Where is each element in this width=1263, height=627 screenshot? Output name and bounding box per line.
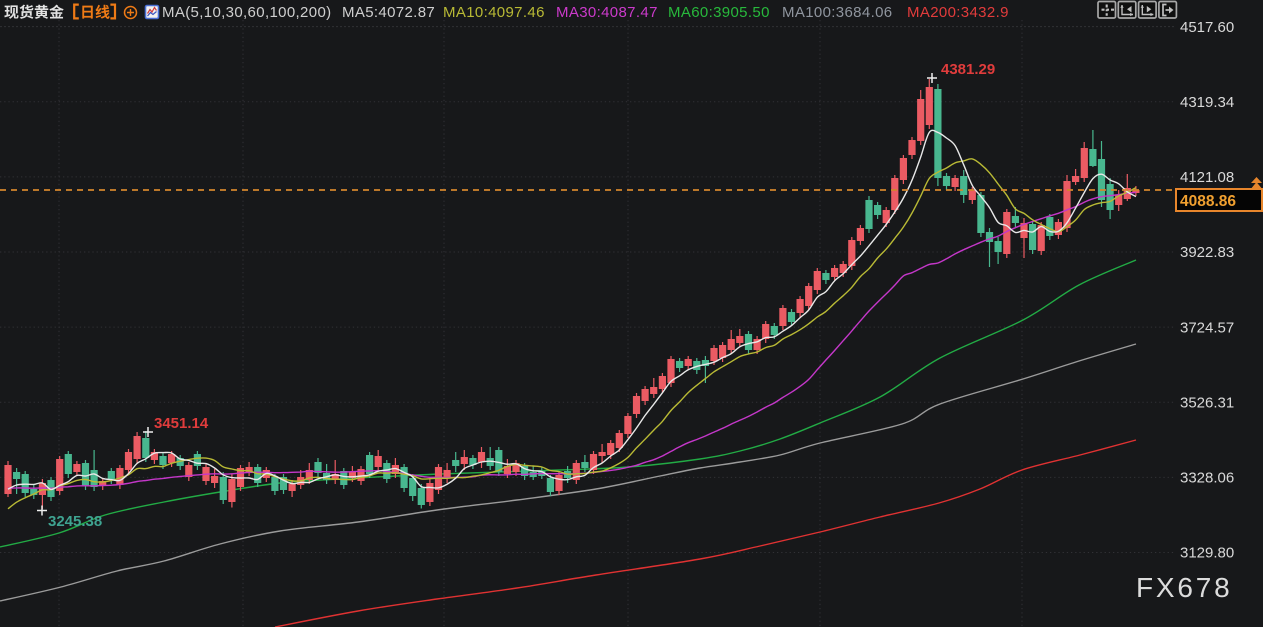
svg-text:MA60:3905.50: MA60:3905.50 xyxy=(668,4,770,21)
svg-text:4381.29: 4381.29 xyxy=(941,61,995,78)
svg-text:MA100:3684.06: MA100:3684.06 xyxy=(782,4,892,21)
svg-text:4319.34: 4319.34 xyxy=(1180,94,1234,111)
svg-text:MA30:4087.47: MA30:4087.47 xyxy=(556,4,658,21)
svg-text:3129.80: 3129.80 xyxy=(1180,545,1234,562)
svg-text:3922.83: 3922.83 xyxy=(1180,244,1234,261)
svg-text:MA(5,10,30,60,100,200): MA(5,10,30,60,100,200) xyxy=(162,4,331,21)
svg-text:MA200:3432.9: MA200:3432.9 xyxy=(907,4,1009,21)
svg-text:MA5:4072.87: MA5:4072.87 xyxy=(342,4,435,21)
svg-text:3526.31: 3526.31 xyxy=(1180,394,1234,411)
svg-text:3328.06: 3328.06 xyxy=(1180,470,1234,487)
svg-text:4121.08: 4121.08 xyxy=(1180,169,1234,186)
svg-text:4088.86: 4088.86 xyxy=(1180,193,1236,210)
svg-text:FX678: FX678 xyxy=(1136,572,1233,603)
svg-text:3245.38: 3245.38 xyxy=(48,513,102,530)
svg-text:MA10:4097.46: MA10:4097.46 xyxy=(443,4,545,21)
svg-text:3724.57: 3724.57 xyxy=(1180,319,1234,336)
svg-text:3451.14: 3451.14 xyxy=(154,415,209,432)
svg-text:4517.60: 4517.60 xyxy=(1180,19,1234,36)
